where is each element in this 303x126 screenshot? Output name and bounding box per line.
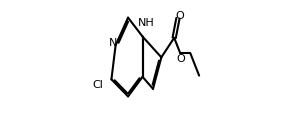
Text: O: O xyxy=(175,11,184,21)
Text: NH: NH xyxy=(138,18,155,28)
Text: N: N xyxy=(109,38,117,49)
Text: Cl: Cl xyxy=(92,80,103,90)
Text: O: O xyxy=(176,54,185,64)
